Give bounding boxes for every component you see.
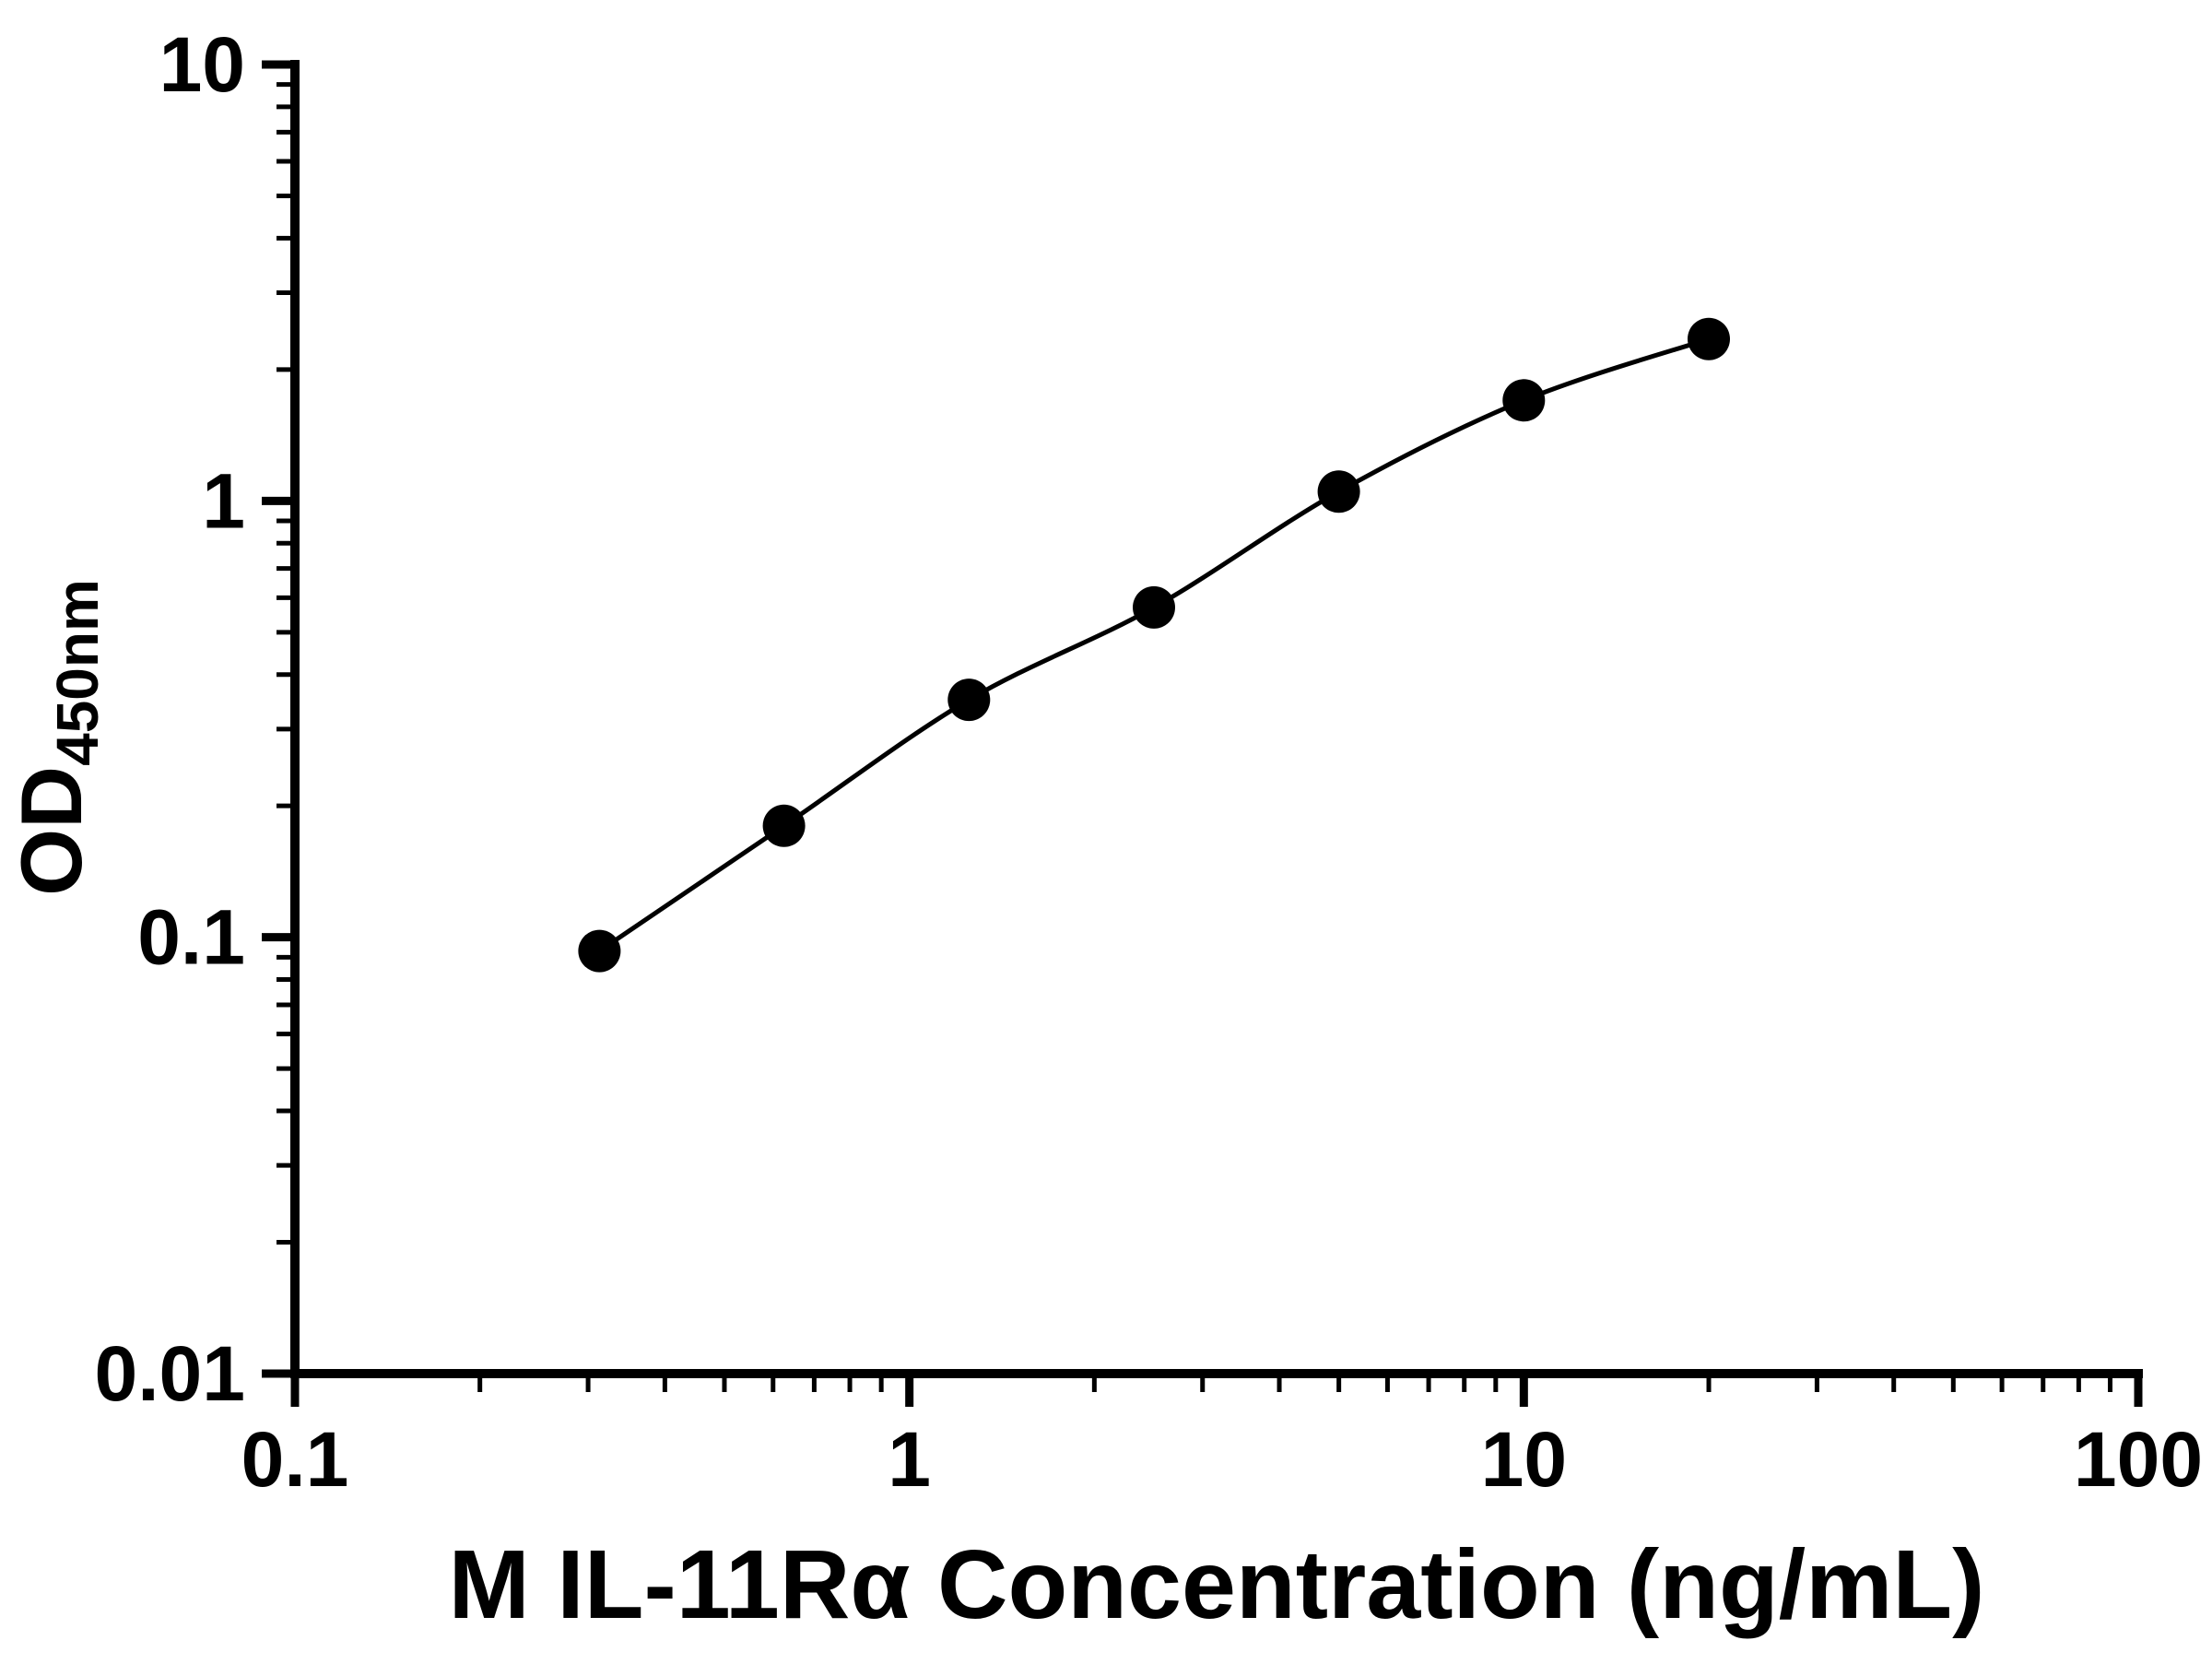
x-axis-title: M IL-11Rα Concentration (ng/mL) (449, 1530, 1985, 1639)
data-point (1317, 470, 1360, 513)
fit-curve (597, 336, 1710, 953)
y-tick-label: 0.1 (137, 894, 245, 981)
y-axis-title-main: OD (3, 766, 100, 896)
data-point (762, 804, 806, 847)
x-tick-label: 10 (1481, 1416, 1567, 1503)
x-tick-label: 0.1 (241, 1416, 349, 1503)
x-tick-label: 100 (2074, 1416, 2203, 1503)
data-point (1688, 317, 1730, 360)
axes (290, 60, 2143, 1378)
y-tick-label: 0.01 (95, 1330, 246, 1417)
y-tick-label: 1 (202, 457, 245, 544)
data-points-group (578, 317, 1730, 973)
y-axis-title-sub: 450nm (44, 579, 111, 766)
data-point (578, 929, 621, 973)
y-tick-label: 10 (159, 21, 245, 108)
y-axis-title: OD450nm (3, 579, 111, 896)
fit-curve-group (597, 336, 1710, 953)
data-point (947, 679, 991, 722)
data-point (1133, 585, 1175, 629)
x-tick-label: 1 (888, 1416, 931, 1503)
tick-marks (262, 60, 2143, 1407)
data-point (1502, 379, 1546, 422)
